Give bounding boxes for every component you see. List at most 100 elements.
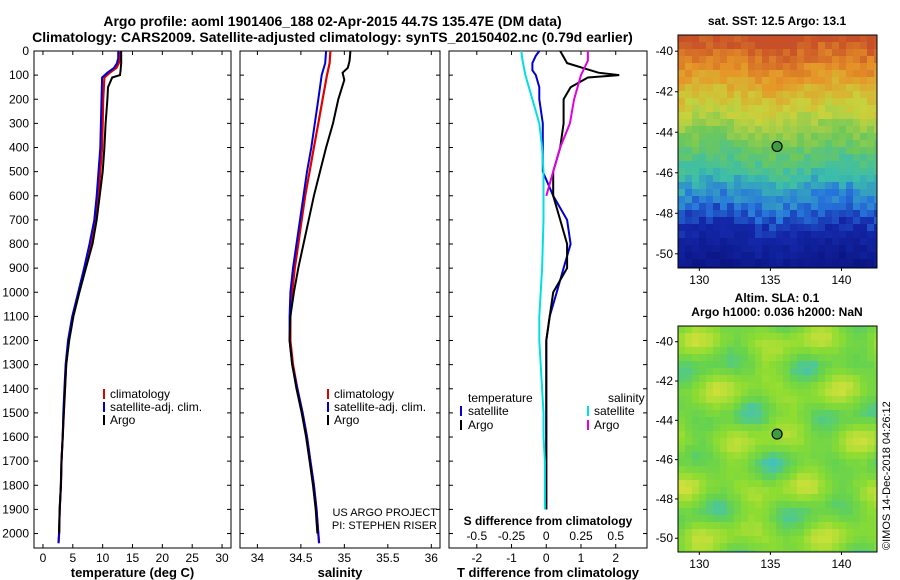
map-cell [839,35,846,42]
map-cell [762,501,769,508]
map-cell [790,361,797,368]
map-cell [790,238,797,245]
map-cell [832,333,839,340]
map-cell [832,133,839,140]
argo-position-marker [771,428,783,440]
map-cell [811,161,818,168]
map-cell [776,112,783,119]
map-cell [762,224,769,231]
map-cell [678,494,685,501]
map-cell [860,347,867,354]
map-cell [727,112,734,119]
map-cell [748,480,755,487]
map-cell [720,77,727,84]
map-cell [860,266,867,268]
map-cell [874,347,877,354]
map-cell [699,473,706,480]
map-cell [706,354,713,361]
map-cell [685,333,692,340]
map-cell [804,266,811,268]
map-cell [874,417,877,424]
map-cell [727,431,734,438]
map-cell [685,396,692,403]
map-cell [783,238,790,245]
map-cell [811,217,818,224]
map-cell [846,417,853,424]
map-cell [685,112,692,119]
y-tick-label: 100 [9,68,29,82]
map-cell [685,550,692,552]
map-cell [839,154,846,161]
map-cell [727,98,734,105]
map-cell [790,480,797,487]
map-cell [874,203,877,210]
map-cell [825,501,832,508]
map-cell [867,196,874,203]
map-cell [755,403,762,410]
map-cell [874,340,877,347]
map-cell [811,126,818,133]
map-cell [678,508,685,515]
map-cell [762,466,769,473]
map-cell [860,529,867,536]
map-cell [811,147,818,154]
map-cell [776,403,783,410]
map-cell [839,168,846,175]
map-cell [783,259,790,266]
map-cell [741,119,748,126]
map-cell [699,466,706,473]
series-line-temperature-argo [545,50,620,510]
map-cell [804,189,811,196]
map-cell [713,452,720,459]
map-cell [755,49,762,56]
map-cell [783,452,790,459]
map-cell [727,368,734,375]
map-cell [706,35,713,42]
map-cell [776,417,783,424]
map-cell [734,266,741,268]
map-cell [769,266,776,268]
map-cell [769,410,776,417]
map-cell [818,501,825,508]
map-cell [783,333,790,340]
map-cell [713,161,720,168]
map-cell [783,459,790,466]
map-cell [741,333,748,340]
map-cell [769,161,776,168]
map-cell [811,133,818,140]
map-cell [797,438,804,445]
map-cell [811,56,818,63]
top-x-tick-label: -0.25 [498,529,526,543]
map-cell [825,480,832,487]
map-cell [769,424,776,431]
map-cell [825,35,832,42]
map-cell [804,424,811,431]
map-cell [790,133,797,140]
map-cell [762,49,769,56]
map-cell [692,550,699,552]
map-cell [783,266,790,268]
map-cell [832,445,839,452]
map-cell [727,147,734,154]
map-cell [678,361,685,368]
map-cell [860,438,867,445]
map-cell [790,63,797,70]
map-cell [804,438,811,445]
map-cell [874,550,877,552]
map-cell [825,119,832,126]
map-cell [874,424,877,431]
map-cell [797,452,804,459]
map-cell [853,438,860,445]
map-cell [678,168,685,175]
map-cell [678,98,685,105]
map-cell [783,245,790,252]
map-cell [692,35,699,42]
map-cell [762,403,769,410]
map-cell [783,154,790,161]
map-cell [818,389,825,396]
map-cell [706,196,713,203]
map-cell [706,368,713,375]
map-cell [769,543,776,550]
map-cell [685,445,692,452]
map-cell [706,245,713,252]
